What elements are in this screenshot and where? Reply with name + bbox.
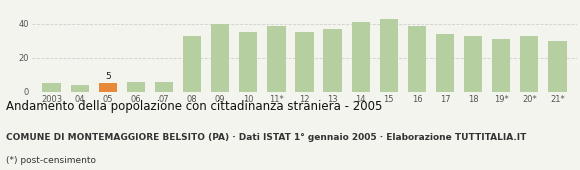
Text: COMUNE DI MONTEMAGGIORE BELSITO (PA) · Dati ISTAT 1° gennaio 2005 · Elaborazione: COMUNE DI MONTEMAGGIORE BELSITO (PA) · D… xyxy=(6,133,526,142)
Bar xyxy=(127,82,145,92)
Bar xyxy=(267,26,285,92)
Bar xyxy=(408,26,426,92)
Bar xyxy=(211,24,229,92)
Text: (*) post-censimento: (*) post-censimento xyxy=(6,156,96,165)
Bar xyxy=(436,34,454,92)
Bar xyxy=(71,85,89,92)
Text: 5: 5 xyxy=(105,72,111,81)
Bar xyxy=(380,19,398,92)
Bar xyxy=(492,39,510,92)
Bar xyxy=(99,83,117,92)
Bar xyxy=(239,32,258,92)
Bar xyxy=(295,32,314,92)
Text: Andamento della popolazione con cittadinanza straniera - 2005: Andamento della popolazione con cittadin… xyxy=(6,100,382,113)
Bar xyxy=(183,36,201,92)
Bar xyxy=(548,41,567,92)
Bar xyxy=(464,36,482,92)
Bar xyxy=(324,29,342,92)
Bar xyxy=(351,22,370,92)
Bar xyxy=(42,83,61,92)
Bar xyxy=(155,82,173,92)
Bar xyxy=(520,36,538,92)
